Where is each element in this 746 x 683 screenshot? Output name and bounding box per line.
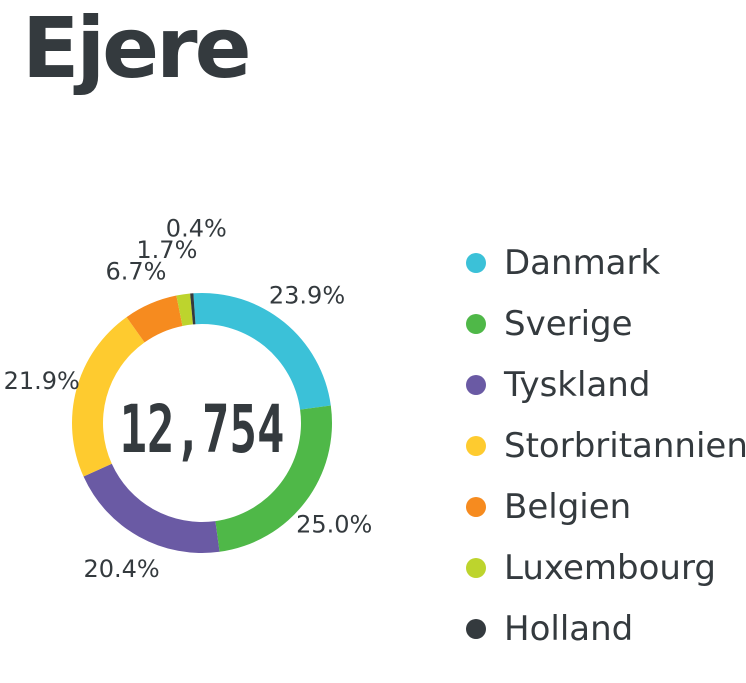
slice-sverige xyxy=(215,405,332,552)
legend-label: Storbritannien xyxy=(504,425,746,466)
legend-item-belgien: Belgien xyxy=(466,476,746,537)
chart-title: Ejere xyxy=(22,0,252,97)
slice-tyskland xyxy=(83,463,220,553)
legend-item-holland: Holland xyxy=(466,598,746,659)
total-label: 12,754 xyxy=(120,391,285,468)
slice-label-belgien: 6.7% xyxy=(106,258,167,286)
slice-danmark xyxy=(193,292,331,410)
legend-item-luxembourg: Luxembourg xyxy=(466,537,746,598)
legend-item-sverige: Sverige xyxy=(466,293,746,354)
slice-label-tyskland: 20.4% xyxy=(83,555,159,583)
legend-swatch-icon xyxy=(466,496,486,517)
legend-label: Belgien xyxy=(504,486,632,527)
legend-label: Tyskland xyxy=(504,364,651,405)
legend-item-danmark: Danmark xyxy=(466,232,746,293)
legend-swatch-icon xyxy=(466,435,486,456)
legend-label: Danmark xyxy=(504,242,661,283)
slice-label-sverige: 25.0% xyxy=(296,511,372,539)
slice-belgien xyxy=(126,295,183,343)
legend-label: Sverige xyxy=(504,303,633,344)
legend-swatch-icon xyxy=(466,557,486,578)
slice-label-danmark: 23.9% xyxy=(269,281,345,309)
legend-item-storbritannien: Storbritannien xyxy=(466,415,746,476)
slice-luxembourg xyxy=(176,293,193,326)
slice-label-holland: 0.4% xyxy=(166,215,227,243)
slice-storbritannien xyxy=(72,317,145,477)
legend-swatch-icon xyxy=(466,313,486,334)
legend-swatch-icon xyxy=(466,374,486,395)
legend-item-tyskland: Tyskland xyxy=(466,354,746,415)
legend-label: Holland xyxy=(504,608,634,649)
slice-holland xyxy=(190,293,196,325)
slice-label-storbritannien: 21.9% xyxy=(4,367,80,395)
slice-label-luxembourg: 1.7% xyxy=(136,236,197,264)
legend-swatch-icon xyxy=(466,252,486,273)
legend: Danmark Sverige Tyskland Storbritannien Belg… xyxy=(466,232,746,659)
legend-swatch-icon xyxy=(466,618,486,639)
legend-label: Luxembourg xyxy=(504,547,716,588)
